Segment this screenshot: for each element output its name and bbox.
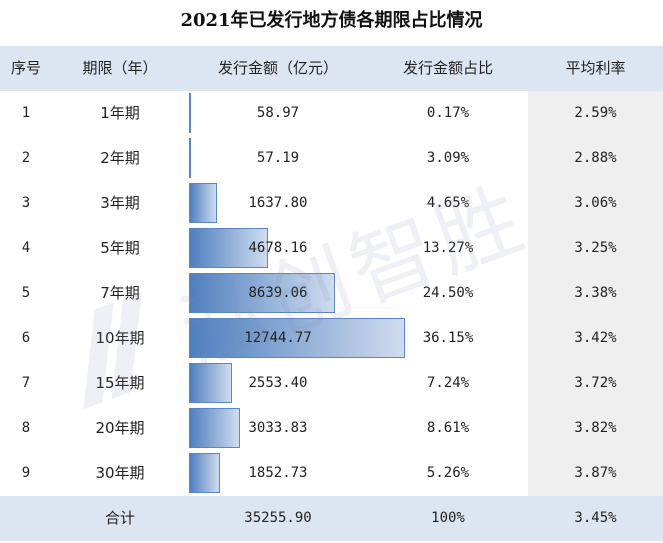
row-amount: 3033.83: [248, 420, 308, 436]
amount-bar: [189, 273, 335, 313]
row-amount: 58.97: [256, 105, 300, 121]
table-row: 2 2年期 57.19 3.09% 2.88%: [0, 136, 663, 181]
amount-bar: [189, 183, 217, 223]
row-share: 8.61%: [426, 420, 470, 436]
row-share: 13.27%: [422, 240, 474, 256]
amount-bar: [189, 453, 220, 493]
table-row: 3 3年期 1637.80 4.65% 3.06%: [0, 181, 663, 226]
row-term: 10年期: [95, 329, 145, 347]
header-term: 期限（年）: [82, 59, 158, 77]
header-rate: 平均利率: [565, 59, 626, 77]
row-rate: 3.72%: [574, 375, 617, 391]
row-no: 6: [21, 330, 31, 346]
row-rate: 3.42%: [574, 330, 617, 346]
row-term: 15年期: [95, 374, 145, 392]
table-row: 6 10年期 12744.77 36.15% 3.42%: [0, 316, 663, 361]
row-no: 3: [21, 195, 31, 211]
row-share: 0.17%: [426, 105, 470, 121]
row-rate: 3.87%: [574, 465, 617, 481]
total-amount: 35255.90: [244, 510, 312, 526]
row-no: 5: [21, 285, 31, 301]
row-no: 1: [21, 105, 31, 121]
row-rate: 2.59%: [574, 105, 617, 121]
header-share: 发行金额占比: [402, 59, 493, 77]
row-no: 9: [21, 465, 31, 481]
row-no: 4: [21, 240, 31, 256]
row-share: 24.50%: [422, 285, 474, 301]
row-no: 2: [21, 150, 31, 166]
table-row: 1 1年期 58.97 0.17% 2.59%: [0, 91, 663, 136]
header-no: 序号: [10, 59, 41, 77]
row-rate: 3.38%: [574, 285, 617, 301]
table-row: 9 30年期 1852.73 5.26% 3.87%: [0, 451, 663, 496]
row-term: 2年期: [100, 149, 140, 167]
row-rate: 2.88%: [574, 150, 617, 166]
row-term: 7年期: [100, 284, 140, 302]
row-amount: 1637.80: [248, 195, 308, 211]
amount-bar: [189, 93, 191, 133]
row-term: 3年期: [100, 194, 140, 212]
row-share: 4.65%: [426, 195, 470, 211]
table-row: 8 20年期 3033.83 8.61% 3.82%: [0, 406, 663, 451]
table-title: 2021年已发行地方债各期限占比情况: [180, 10, 483, 31]
row-amount: 57.19: [256, 150, 300, 166]
row-term: 20年期: [95, 419, 145, 437]
row-rate: 3.25%: [574, 240, 617, 256]
row-term: 5年期: [100, 239, 140, 257]
amount-bar: [189, 318, 405, 358]
amount-bar: [189, 228, 268, 268]
amount-bar: [189, 408, 240, 448]
total-rate: 3.45%: [574, 510, 617, 526]
header-row: 序号 期限（年） 发行金额（亿元） 发行金额占比 平均利率: [0, 46, 663, 91]
row-amount: 2553.40: [248, 375, 308, 391]
row-amount: 12744.77: [244, 330, 312, 346]
total-label: 合计: [104, 509, 135, 527]
header-amount: 发行金额（亿元）: [217, 59, 338, 77]
row-no: 8: [21, 420, 31, 436]
row-share: 7.24%: [426, 375, 470, 391]
row-term: 30年期: [95, 464, 145, 482]
row-amount: 4678.16: [248, 240, 308, 256]
row-no: 7: [21, 375, 31, 391]
table-row: 5 7年期 8639.06 24.50% 3.38%: [0, 271, 663, 316]
row-share: 3.09%: [426, 150, 470, 166]
data-table: 序号 期限（年） 发行金额（亿元） 发行金额占比 平均利率 1 1年期 58.97 0…: [0, 46, 663, 541]
row-rate: 3.06%: [574, 195, 617, 211]
rate-column-shade: [528, 91, 663, 496]
total-row: 合计 35255.90 100% 3.45%: [0, 496, 663, 541]
amount-bar: [189, 138, 191, 178]
table-row: 4 5年期 4678.16 13.27% 3.25%: [0, 226, 663, 271]
row-rate: 3.82%: [574, 420, 617, 436]
row-amount: 1852.73: [248, 465, 308, 481]
amount-bar: [189, 363, 232, 403]
table-row: 7 15年期 2553.40 7.24% 3.72%: [0, 361, 663, 406]
row-share: 36.15%: [422, 330, 474, 346]
row-term: 1年期: [100, 104, 140, 122]
row-share: 5.26%: [426, 465, 470, 481]
total-share: 100%: [431, 510, 465, 526]
row-amount: 8639.06: [248, 285, 308, 301]
